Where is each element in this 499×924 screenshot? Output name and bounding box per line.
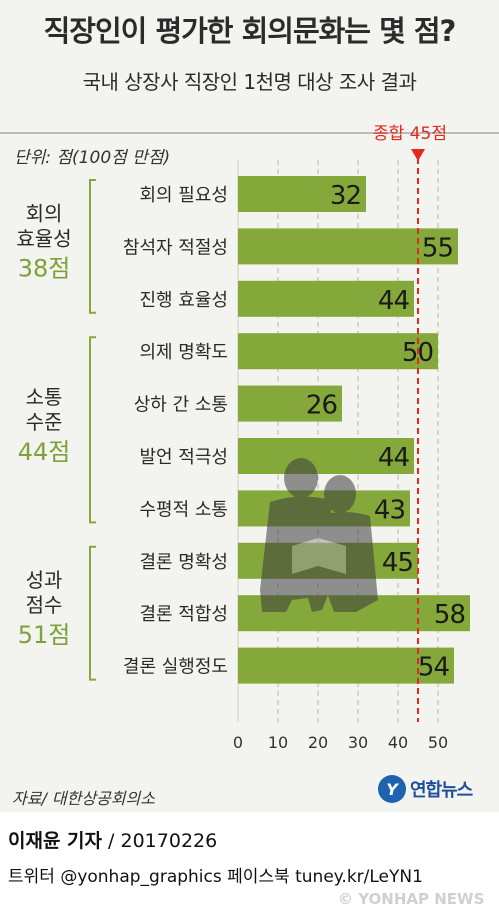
bar (238, 385, 342, 422)
group-label-line2: 수준 (26, 410, 63, 434)
group-label-line2: 점수 (26, 593, 63, 617)
x-tick-label: 50 (428, 733, 448, 752)
category-label: 발언 적극성 (139, 447, 228, 468)
value-label: 32 (330, 181, 361, 211)
value-label: 44 (378, 286, 410, 316)
group-label-line1: 소통 (26, 385, 63, 409)
value-label: 43 (374, 495, 405, 525)
category-label: 참석자 적절성 (123, 237, 228, 258)
logo-text: 연합뉴스 (410, 780, 473, 801)
page-subtitle: 국내 상장사 직장인 1천명 대상 조사 결과 (82, 70, 417, 94)
category-label: 진행 효율성 (139, 290, 228, 311)
divider (0, 132, 499, 134)
watermark: © YONHAP NEWS (338, 890, 485, 908)
value-label: 26 (306, 391, 337, 421)
byline-name: 이재윤 기자 (8, 830, 103, 852)
byline-date: / 20170226 (102, 830, 218, 852)
value-label: 45 (382, 548, 413, 578)
x-tick-label: 40 (388, 733, 408, 752)
category-label: 상하 간 소통 (134, 395, 228, 416)
reference-label: 종합 45점 (373, 124, 447, 144)
category-label: 결론 실행정도 (123, 657, 228, 678)
value-label: 44 (378, 443, 410, 473)
bar (238, 176, 366, 212)
bar (238, 280, 414, 317)
bar-chart: 회의 필요성 32 참석자 적절성 55 진행 효율성 44 의제 명확도 50 상하 간 소통… (16, 149, 470, 752)
category-label: 회의 필요성 (139, 185, 228, 206)
page-title: 직장인이 평가한 회의문화는 몇 점? (43, 14, 457, 48)
category-label: 수평적 소통 (139, 499, 228, 520)
document-icon (292, 538, 346, 574)
person-head (284, 458, 318, 498)
x-tick-label: 0 (233, 733, 243, 752)
group-label-line1: 회의 (26, 201, 63, 225)
x-tick-label: 10 (268, 733, 288, 752)
reference-marker-icon (411, 149, 425, 161)
group-label-line1: 성과 (26, 568, 63, 592)
bar (238, 438, 414, 474)
group-score: 51점 (18, 621, 71, 649)
bar (238, 333, 438, 370)
person-head (324, 475, 356, 513)
x-tick-label: 30 (348, 733, 368, 752)
category-label: 결론 명확성 (139, 552, 228, 573)
x-tick-label: 20 (308, 733, 328, 752)
source-note: 자료/ 대한상공회의소 (12, 789, 155, 808)
category-label: 의제 명확도 (139, 342, 228, 363)
yonhap-logo-icon: Y (378, 775, 406, 803)
group-label-line2: 효율성 (16, 226, 71, 250)
person-body (318, 512, 378, 612)
yonhap-logo: Y 연합뉴스 (378, 772, 473, 806)
value-label: 54 (418, 653, 450, 683)
group-bracket (89, 179, 96, 314)
social-links: 트위터 @yonhap_graphics 페이스북 tuney.kr/LeYN1 (8, 867, 423, 887)
group-score: 44점 (18, 438, 71, 466)
value-label: 55 (422, 233, 453, 263)
group-bracket (89, 545, 96, 681)
category-label: 결론 적합성 (139, 604, 228, 625)
group-score: 38점 (18, 254, 71, 282)
unit-label: 단위: 점(100점 만점) (14, 148, 171, 168)
byline: 이재윤 기자 / 20170226 (8, 826, 217, 853)
value-label: 58 (434, 600, 465, 630)
bar (238, 228, 458, 265)
silhouette-illustration (260, 458, 378, 612)
group-bracket (89, 336, 96, 524)
